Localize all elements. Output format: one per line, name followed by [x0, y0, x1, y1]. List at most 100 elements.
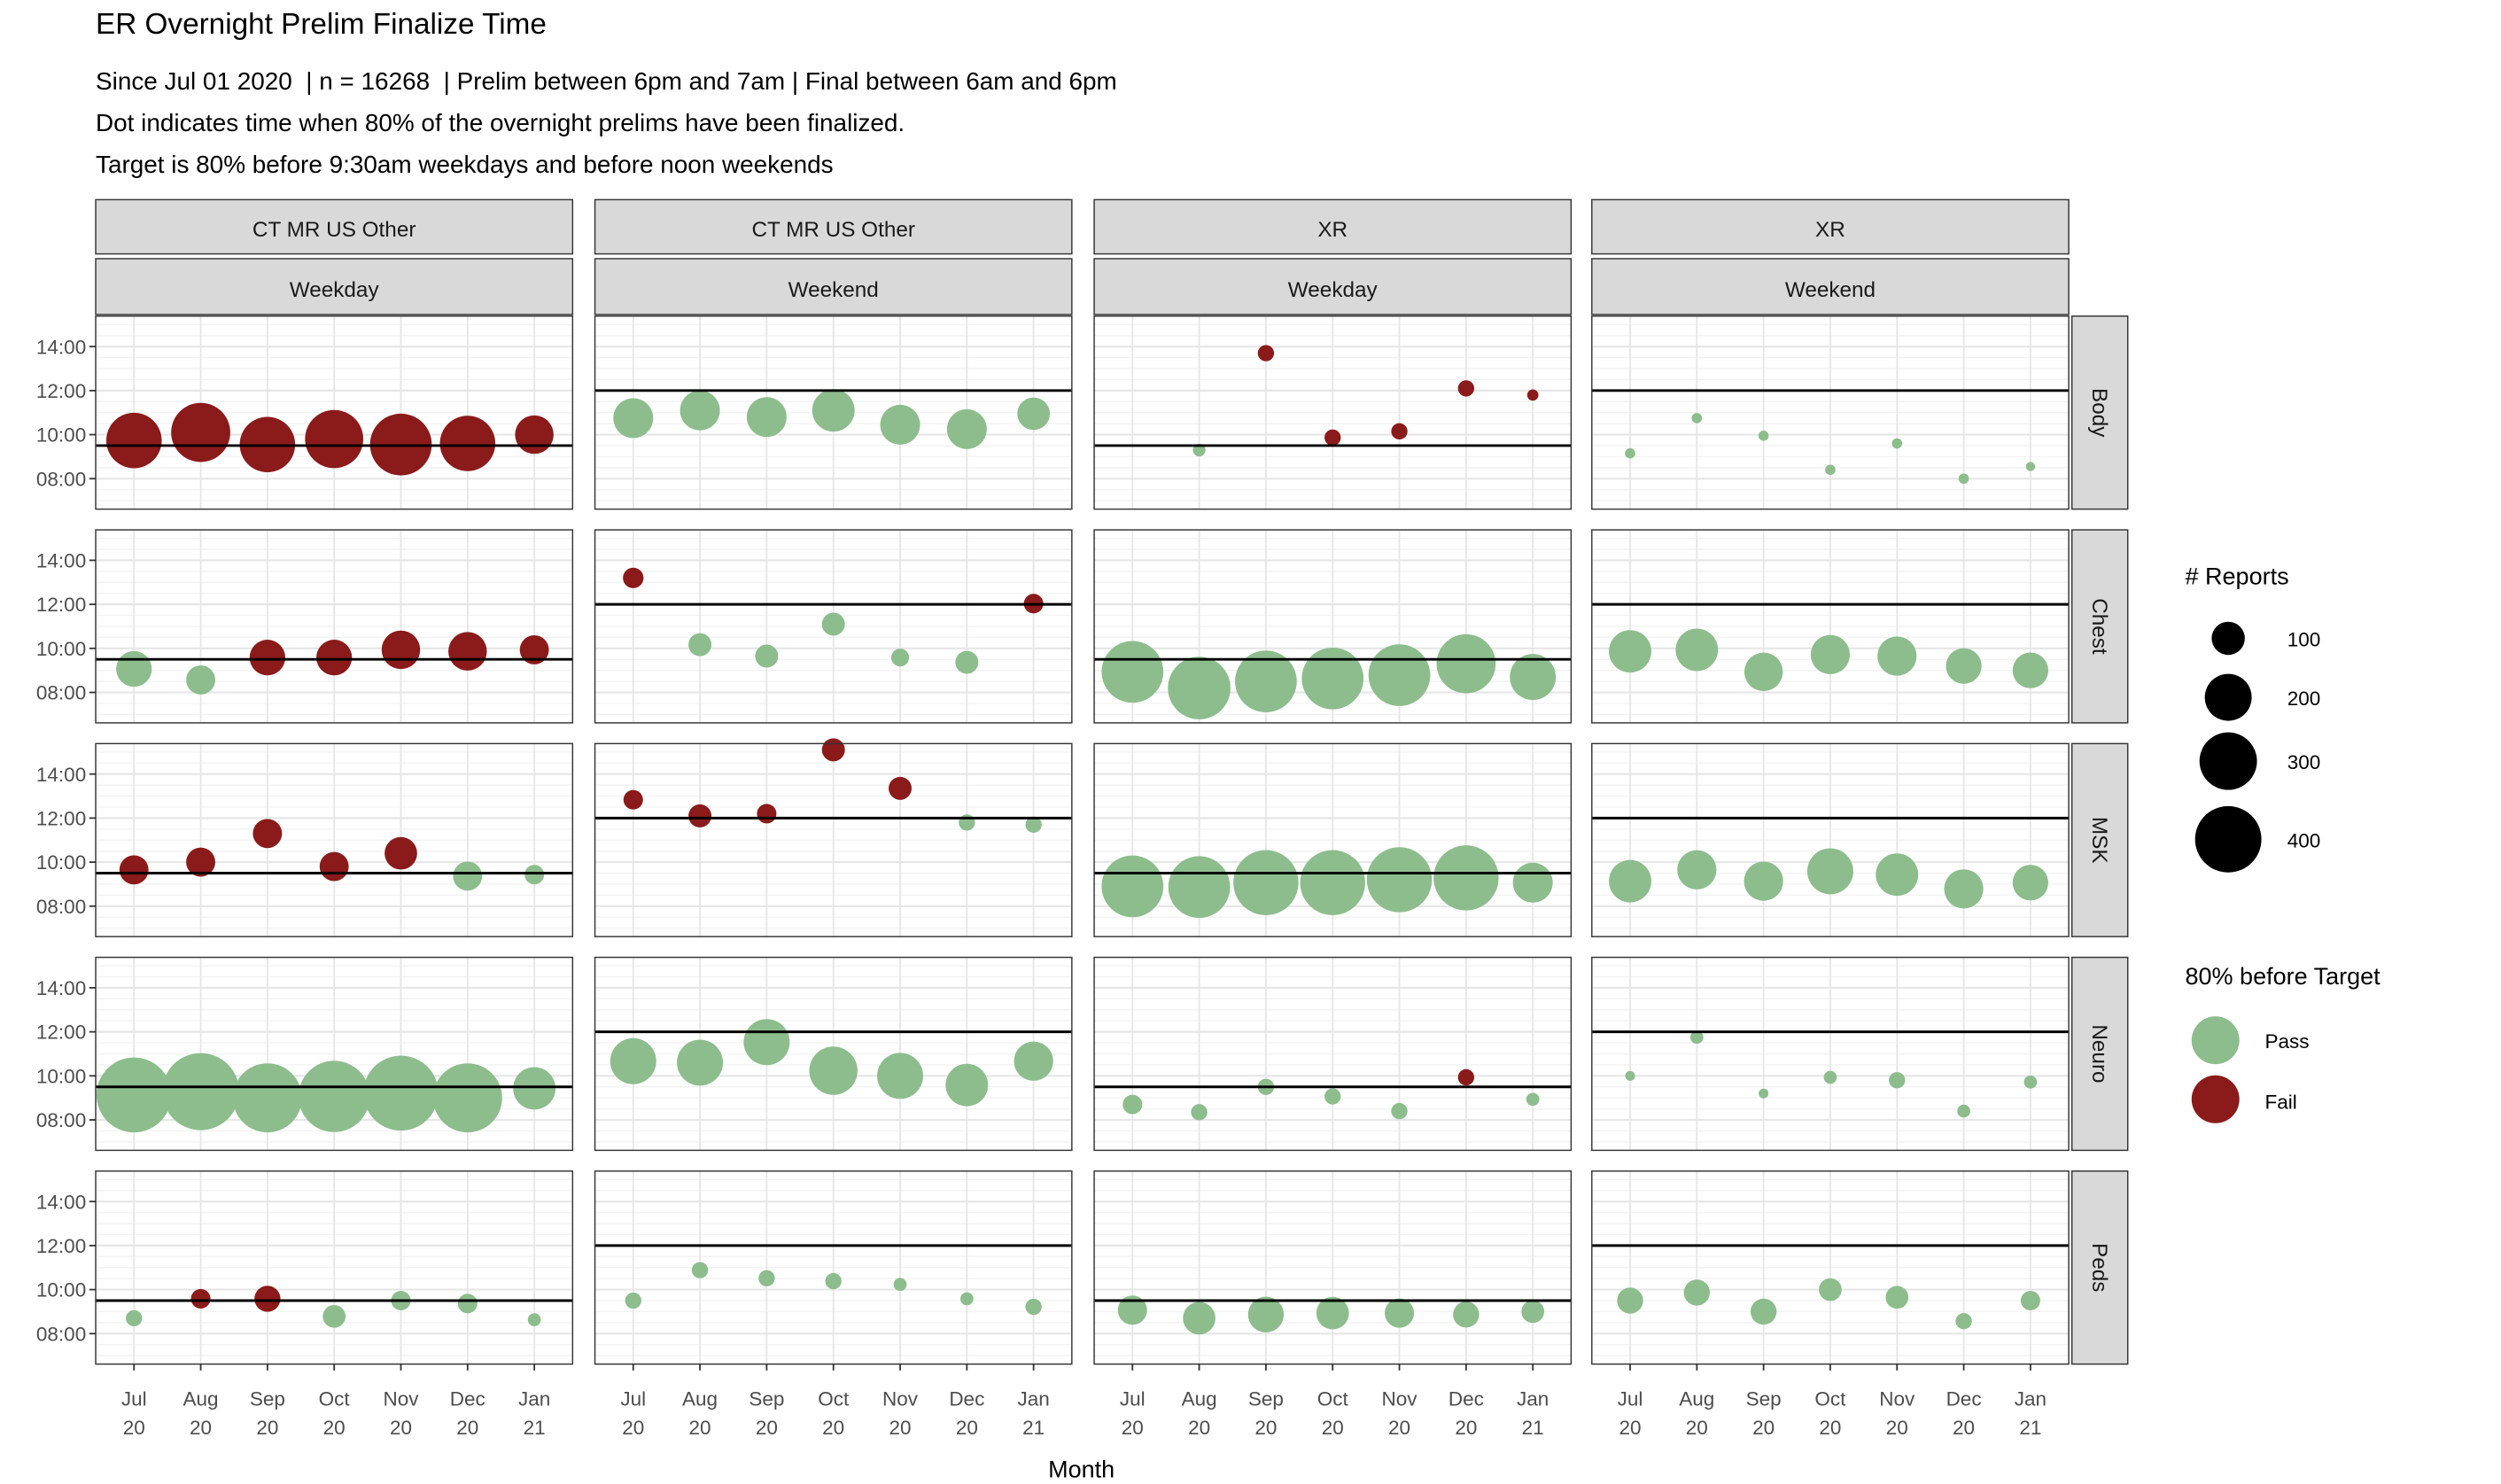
x-tick-label: Jul 20 — [1618, 1387, 1643, 1438]
data-point-fail — [316, 640, 353, 676]
data-point-pass — [758, 1270, 775, 1286]
strip-day — [594, 258, 1073, 315]
panel-border — [1591, 315, 2070, 510]
data-point-pass — [1101, 641, 1164, 703]
data-point-pass — [2023, 1076, 2038, 1089]
data-point-pass — [743, 1019, 790, 1066]
data-point-pass — [959, 814, 975, 831]
x-tick-year: 20 — [756, 1417, 778, 1439]
data-point-fail — [254, 1286, 281, 1312]
data-point-fail — [448, 632, 487, 671]
panel-chest-2 — [1093, 529, 1573, 724]
panel-chest-3 — [1591, 529, 2070, 724]
y-tick-label: 14:00 — [36, 977, 86, 999]
data-point-pass — [1183, 1301, 1216, 1335]
data-point-pass — [513, 1067, 556, 1110]
y-tick-label: 08:00 — [36, 896, 86, 918]
data-point-pass — [755, 644, 779, 668]
data-point-pass — [746, 397, 787, 438]
strip-day-label: Weekend — [788, 278, 879, 302]
x-tick-month: Oct — [1317, 1387, 1349, 1410]
y-tick-label: 12:00 — [36, 594, 86, 616]
data-point-pass — [1885, 1286, 1909, 1309]
legend-fail-label: Fail — [2265, 1092, 2297, 1114]
data-point-pass — [1014, 1041, 1053, 1081]
strip-day — [95, 258, 574, 315]
data-point-pass — [527, 1313, 541, 1326]
y-tick-label: 08:00 — [36, 682, 86, 704]
data-point-pass — [1301, 647, 1364, 710]
data-point-pass — [1521, 1300, 1545, 1324]
y-tick-label: 08:00 — [36, 1109, 86, 1131]
x-tick-month: Jul — [1618, 1387, 1643, 1410]
panel-body-1 — [594, 315, 1073, 510]
x-tick-month: Jul — [1120, 1387, 1146, 1410]
data-point-pass — [186, 665, 215, 695]
x-tick-month: Nov — [1382, 1387, 1418, 1410]
strip-modality-label: XR — [1317, 218, 1348, 242]
x-tick-year: 20 — [1619, 1417, 1641, 1439]
panel-border — [1093, 742, 1573, 937]
data-point-pass — [1675, 628, 1719, 672]
legend-pass-swatch — [2191, 1016, 2240, 1065]
data-point-pass — [945, 1063, 989, 1107]
x-tick-year: 20 — [1819, 1417, 1841, 1439]
data-point-fail — [381, 630, 421, 670]
x-tick-month: Oct — [1814, 1387, 1846, 1410]
x-tick-label: Oct 20 — [1814, 1387, 1846, 1438]
data-point-pass — [2012, 865, 2049, 901]
x-tick-year: 20 — [190, 1417, 212, 1439]
data-point-pass — [1625, 447, 1635, 459]
strip-row — [2070, 956, 2129, 1152]
strip-row-label: Chest — [2087, 598, 2111, 655]
data-point-pass — [1691, 413, 1703, 423]
strip-row-label: Peds — [2087, 1243, 2111, 1292]
size-legend: 100 200 300 400 — [2194, 621, 2321, 873]
x-tick-label: Dec 20 — [450, 1387, 485, 1438]
x-tick-label: Oct 20 — [319, 1387, 351, 1438]
x-tick-month: Jul — [620, 1387, 646, 1410]
panel-border — [95, 956, 574, 1152]
panel-peds-3 — [1591, 1170, 2070, 1365]
data-point-fail — [757, 804, 777, 824]
data-point-fail — [623, 789, 643, 810]
x-tick-label: Jan 21 — [2015, 1387, 2047, 1438]
y-tick-label: 14:00 — [36, 336, 86, 358]
x-tick-year: 20 — [956, 1417, 978, 1439]
x-tick-month: Nov — [383, 1387, 419, 1410]
data-point-pass — [1819, 1278, 1842, 1301]
data-point-pass — [1366, 847, 1433, 913]
data-point-pass — [625, 1292, 641, 1309]
data-point-fail — [384, 836, 417, 870]
x-tick-month: Dec — [450, 1387, 485, 1410]
data-point-fail — [305, 409, 364, 469]
x-tick-year: 21 — [524, 1417, 546, 1439]
data-point-pass — [1235, 650, 1297, 712]
data-point-pass — [1891, 438, 1903, 449]
facet-panels: CT MR US Other Weekday CT MR US Other Weeke… — [36, 198, 2129, 1439]
data-point-pass — [1758, 431, 1769, 441]
x-tick-month: Aug — [1679, 1387, 1714, 1410]
x-tick-month: Aug — [682, 1387, 718, 1410]
data-point-pass — [1759, 1088, 1769, 1099]
x-tick-label: Aug 20 — [1182, 1387, 1217, 1438]
data-point-pass — [1677, 850, 1717, 890]
data-point-pass — [1744, 652, 1783, 692]
x-tick-month: Dec — [1449, 1387, 1484, 1410]
x-tick-month: Jan — [518, 1387, 550, 1410]
data-point-pass — [2025, 462, 2036, 471]
panel-chest-1 — [594, 529, 1073, 724]
x-tick-label: Oct 20 — [1317, 1387, 1349, 1438]
y-tick-label: 14:00 — [36, 1191, 86, 1213]
y-tick-label: 12:00 — [36, 380, 86, 402]
y-tick-label: 14:00 — [36, 550, 86, 572]
data-point-pass — [1617, 1287, 1643, 1314]
panel-msk-2 — [1093, 742, 1573, 937]
x-tick-month: Nov — [1879, 1387, 1915, 1410]
legend-size-label: 400 — [2287, 829, 2321, 851]
data-point-fail — [190, 1288, 211, 1309]
data-point-pass — [126, 1309, 143, 1327]
legend: # Reports 100 200 300 400 80% before Target… — [2186, 563, 2381, 1123]
data-point-pass — [1391, 1102, 1408, 1120]
